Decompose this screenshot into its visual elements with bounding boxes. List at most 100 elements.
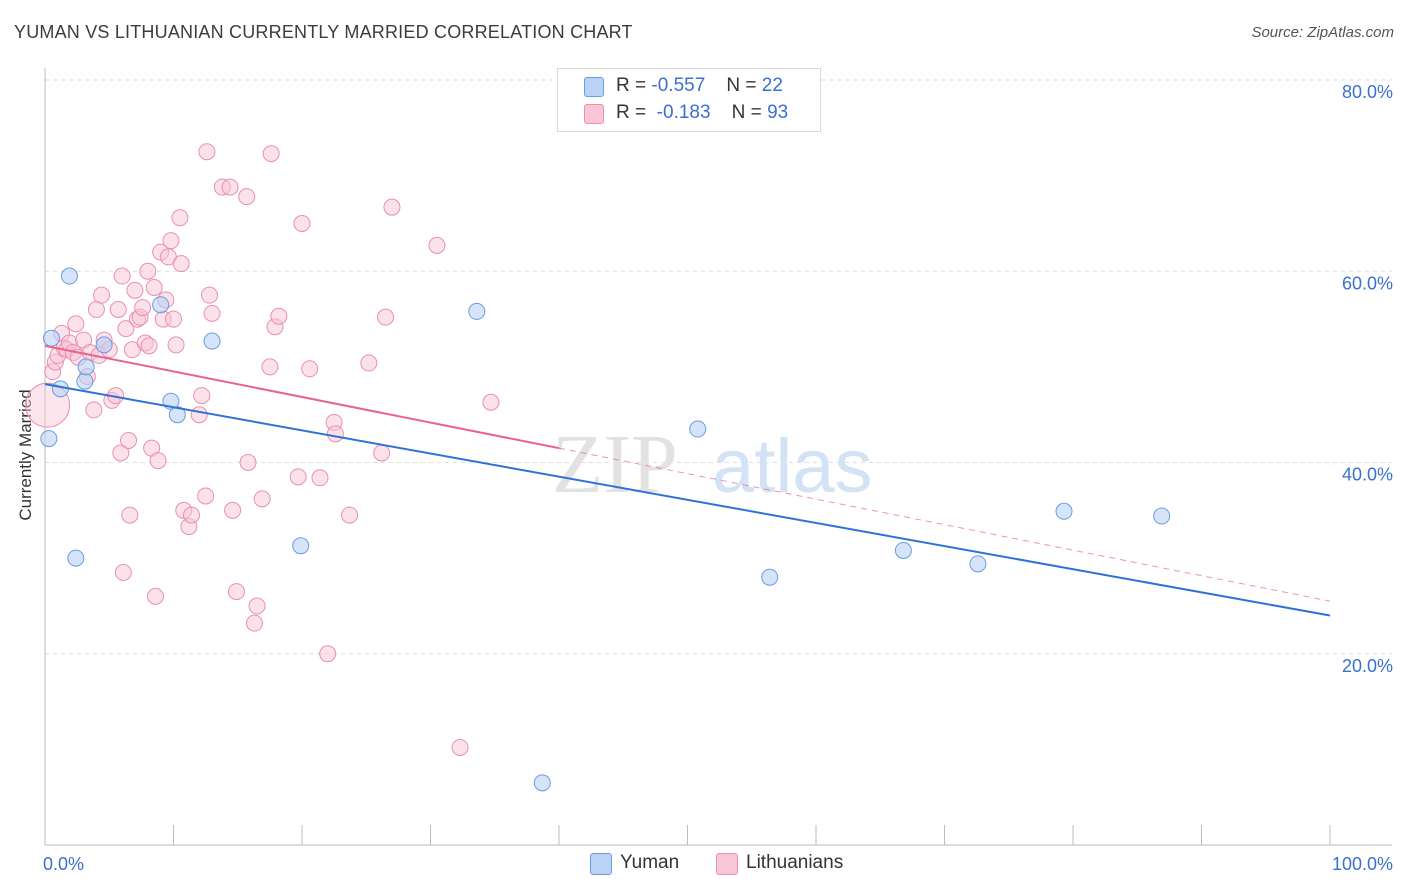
lithuanians-point [172, 255, 190, 273]
lithuanians-point [326, 425, 344, 443]
lithuanians-point [451, 738, 469, 756]
yuman-point [77, 358, 95, 376]
lithuanians-point [112, 444, 130, 462]
yuman-point [40, 430, 58, 448]
yuman-r-value: -0.557 [651, 75, 706, 96]
lithuanians-point [200, 286, 218, 304]
lithuanians-legend-swatch [716, 853, 738, 875]
lithuanians-point [224, 501, 242, 519]
lithuanians-point [270, 307, 288, 325]
lithuanians-point [221, 178, 239, 196]
yuman-point [76, 372, 94, 390]
lithuanians-point [238, 188, 256, 206]
lithuanians-point [140, 337, 158, 355]
lithuanians-point [171, 209, 189, 227]
lithuanians-point [482, 393, 500, 411]
lithuanians-point [85, 401, 103, 419]
lithuanians-point [134, 299, 152, 317]
y-tick-label: 20.0% [1342, 656, 1393, 676]
y-tick-label: 80.0% [1342, 82, 1393, 102]
yuman-point [1153, 507, 1171, 525]
yuman-point [42, 329, 60, 347]
yuman-point [894, 541, 912, 559]
lithuanians-point [93, 286, 111, 304]
yuman-points [40, 267, 1171, 792]
lithuanians-point [165, 310, 182, 328]
lithuanians-point [311, 469, 329, 487]
lithuanians-point [113, 267, 131, 285]
lithuanians-point [117, 320, 135, 338]
lithuanians-point [139, 262, 157, 280]
lithuanians-point [289, 468, 307, 486]
yuman-legend-swatch [590, 853, 612, 875]
chart-title: YUMAN VS LITHUANIAN CURRENTLY MARRIED CO… [14, 22, 633, 42]
lithuanians-point [262, 145, 280, 163]
source-label: Source: ZipAtlas.com [1251, 24, 1394, 41]
lithuanians-point [198, 143, 216, 161]
lithuanians-point [167, 336, 185, 354]
lithuanians-point [239, 454, 257, 471]
lithuanians-point [377, 308, 395, 326]
lithuanians-point [162, 232, 180, 250]
lithuanians-point [145, 279, 163, 297]
lithuanians-point [253, 490, 271, 508]
lithuanians-point [319, 645, 337, 663]
lithuanians-point [120, 432, 138, 450]
tick-labels: 20.0% 40.0% 60.0% 80.0% 0.0% 100.0% [43, 82, 1393, 874]
yuman-n-value: 22 [761, 75, 783, 96]
lithuanians-point [301, 360, 319, 378]
lithuanians-point [121, 506, 139, 524]
yuman-r-label: R = [616, 75, 647, 96]
trend-lines [44, 344, 1331, 617]
lithuanians-legend-label: Lithuanians [746, 852, 844, 873]
lithuanians-point [203, 304, 221, 322]
correlation-legend: R = -0.557 N = 22 R = -0.183 N = 93 [557, 68, 821, 132]
lithuanians-point [182, 506, 200, 524]
lithuanians-n-label: N = [731, 102, 762, 123]
lithuanians-point [383, 198, 401, 216]
yuman-point [168, 406, 186, 424]
gridlines [45, 79, 1392, 655]
lithuanians-point [373, 444, 391, 462]
yuman-point [152, 296, 170, 314]
lithuanians-swatch [584, 104, 604, 124]
watermark-atlas: atlas [712, 424, 873, 509]
yuman-n-label: N = [726, 75, 757, 96]
lithuanians-point [109, 301, 127, 318]
yuman-swatch [584, 77, 604, 97]
yuman-point [67, 549, 85, 567]
yuman-trend-line [44, 383, 1331, 617]
x-tick-label-max: 100.0% [1332, 854, 1393, 874]
lithuanians-point [360, 354, 378, 372]
lithuanians-r-label: R = [616, 102, 647, 123]
lithuanians-point [147, 587, 165, 605]
yuman-point [761, 568, 779, 586]
yuman-point [468, 302, 486, 320]
lithuanians-point [227, 583, 245, 601]
lithuanians-point [193, 387, 211, 405]
lithuanians-point [261, 358, 279, 376]
yuman-point [203, 332, 221, 350]
yuman-point [689, 420, 707, 438]
lithuanians-point [126, 281, 144, 299]
lithuanians-point [197, 487, 215, 505]
watermark-zip: ZIP [552, 418, 678, 511]
lithuanians-point [341, 506, 359, 524]
yuman-point [533, 774, 551, 792]
lithuanians-point [248, 597, 266, 615]
yuman-point [1055, 502, 1073, 520]
y-tick-label: 60.0% [1342, 273, 1393, 293]
lithuanians-point [428, 236, 446, 254]
lithuanians-point [293, 214, 311, 232]
yuman-point [95, 336, 113, 354]
lithuanians-point [190, 406, 208, 424]
lithuanians-point [67, 315, 85, 333]
lithuanians-n-value: 93 [767, 102, 789, 123]
axes [44, 68, 1392, 846]
yuman-point [60, 267, 78, 285]
lithuanians-point [114, 563, 132, 581]
y-tick-label: 40.0% [1342, 465, 1393, 485]
lithuanians-r-value: -0.183 [656, 102, 711, 123]
lithuanians-point [87, 301, 105, 318]
